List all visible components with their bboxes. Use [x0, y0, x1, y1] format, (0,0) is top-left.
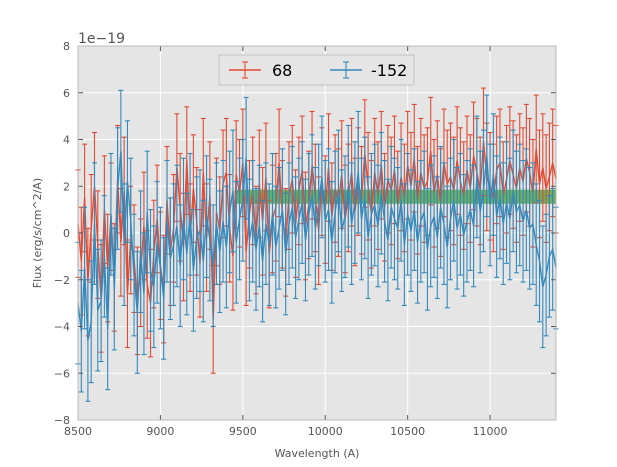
- legend: 68 -152: [218, 54, 415, 86]
- x-tick-label: 10000: [308, 425, 343, 438]
- x-tick-label: 9000: [146, 425, 174, 438]
- y-tick-label: −8: [54, 414, 70, 427]
- x-axis-label: Wavelength (A): [275, 447, 360, 460]
- y-tick-label: 8: [63, 40, 70, 53]
- x-tick-label: 8500: [64, 425, 92, 438]
- x-tick-label: 10500: [390, 425, 425, 438]
- legend-label-68: 68: [272, 61, 292, 80]
- y-tick-label: 2: [63, 180, 70, 193]
- legend-entry-68: [229, 61, 261, 79]
- y-tick-label: −2: [54, 274, 70, 287]
- y-exponent-label: 1e−19: [78, 31, 125, 47]
- series-line: [77, 151, 557, 341]
- plot-frame: [77, 45, 557, 421]
- y-tick-label: −4: [54, 321, 70, 334]
- legend-entry--152: [330, 61, 362, 79]
- y-tick-label: 4: [63, 134, 70, 147]
- legend-label--152: -152: [371, 61, 407, 80]
- x-tick-label: 11000: [473, 425, 508, 438]
- y-axis-label: Flux (erg/s/cm^2/A): [31, 178, 44, 288]
- y-tick-label: 0: [63, 227, 70, 240]
- y-tick-label: −6: [54, 367, 70, 380]
- x-tick-label: 9500: [229, 425, 257, 438]
- y-tick-label: 6: [63, 87, 70, 100]
- series--152: [75, 89, 559, 402]
- errorbar: [82, 206, 88, 330]
- errorbar: [144, 150, 150, 274]
